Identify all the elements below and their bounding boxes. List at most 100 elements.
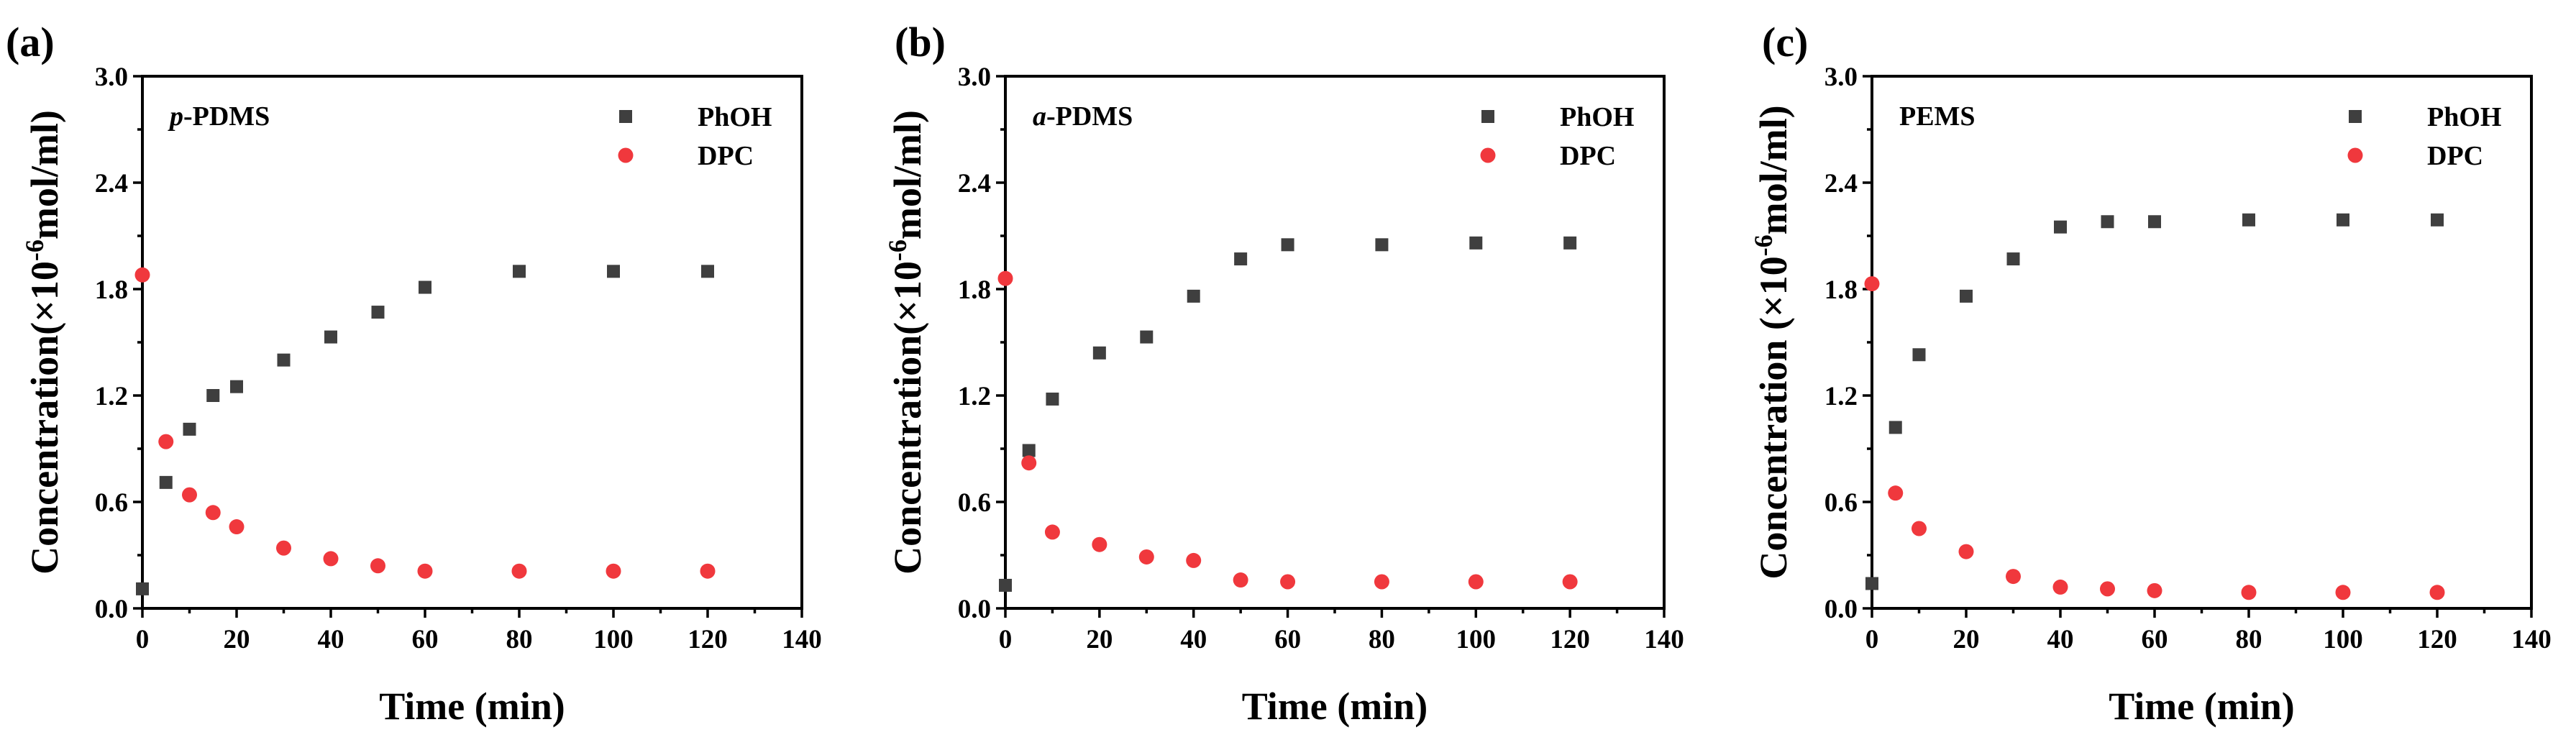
data-point-dpc xyxy=(1233,572,1248,588)
panel-label: (b) xyxy=(895,19,946,65)
data-point-phoh xyxy=(607,265,620,278)
sample-label-prefix: p xyxy=(168,101,183,132)
legend-label: PhOH xyxy=(698,102,772,132)
data-point-dpc xyxy=(1021,455,1037,471)
data-point-phoh xyxy=(1281,238,1294,252)
data-point-phoh xyxy=(1888,421,1902,434)
x-tick-label: 60 xyxy=(2142,625,2168,654)
sample-label: a-PDMS xyxy=(1033,101,1133,132)
legend-label: DPC xyxy=(698,141,754,171)
y-axis-title-exponent: -6 xyxy=(883,239,912,261)
y-axis-title-unit: mol/ml) xyxy=(886,110,929,239)
y-tick-label: 0.6 xyxy=(958,488,991,518)
x-tick-label: 80 xyxy=(2236,625,2262,654)
data-point-phoh xyxy=(2242,213,2255,227)
data-point-dpc xyxy=(1888,485,1904,501)
legend-marker-square xyxy=(619,110,632,123)
y-axis-title-exponent: -6 xyxy=(1749,234,1778,256)
x-tick-label: 20 xyxy=(224,625,250,654)
data-point-phoh xyxy=(277,353,291,367)
data-point-phoh xyxy=(206,389,220,402)
data-point-phoh xyxy=(1092,346,1106,360)
data-point-dpc xyxy=(370,558,385,574)
y-tick-label: 0.6 xyxy=(1824,488,1858,518)
y-tick-label: 1.8 xyxy=(95,275,128,305)
legend-marker-square xyxy=(1481,110,1494,123)
sample-label-name: -PDMS xyxy=(1046,101,1133,132)
legend-marker-circle xyxy=(2347,147,2363,163)
x-tick-label: 140 xyxy=(782,625,822,654)
data-point-phoh xyxy=(513,265,526,278)
data-point-dpc xyxy=(1374,574,1389,590)
chart-panel-b: (b) 0 20 40 60 80 100 120 140 0.0 0.6 1.2 1.8 2.4 3.0 T… xyxy=(883,19,1684,728)
data-point-dpc xyxy=(2052,579,2068,595)
series-phoh xyxy=(136,265,714,595)
data-point-phoh xyxy=(2101,215,2114,229)
series-phoh xyxy=(1865,213,2444,590)
x-tick-label: 60 xyxy=(412,625,439,654)
x-tick-label: 0 xyxy=(999,625,1013,654)
data-point-phoh xyxy=(1912,348,1926,362)
data-point-dpc xyxy=(2147,582,2162,598)
data-point-phoh xyxy=(1140,330,1154,344)
data-point-dpc xyxy=(2006,569,2021,585)
data-point-dpc xyxy=(323,551,339,567)
data-point-phoh xyxy=(2337,213,2349,227)
data-point-dpc xyxy=(700,563,716,579)
x-tick-label: 100 xyxy=(1456,625,1497,654)
data-point-phoh xyxy=(1234,252,1248,266)
x-tick-label: 120 xyxy=(2417,625,2457,654)
chart-panel-c: (c) 0 20 40 60 80 100 120 140 0.0 0.6 1.2 1.8 2.4 3.0 T… xyxy=(1749,19,2552,728)
y-tick-label: 1.2 xyxy=(1824,382,1858,411)
data-point-phoh xyxy=(1022,444,1036,457)
y-axis-title-unit: mol/ml) xyxy=(1752,105,1795,234)
x-tick-label: 20 xyxy=(1086,625,1113,654)
data-point-dpc xyxy=(1280,574,1296,590)
y-tick-label: 1.2 xyxy=(958,382,991,411)
data-point-dpc xyxy=(158,434,174,449)
x-tick-label: 100 xyxy=(593,625,634,654)
data-point-dpc xyxy=(1092,536,1107,552)
x-tick-label: 40 xyxy=(2047,625,2074,654)
y-tick-label: 3.0 xyxy=(1824,63,1858,92)
y-axis-title-main: Concentration (×10 xyxy=(1752,256,1795,579)
x-tick-label: 0 xyxy=(136,625,150,654)
data-point-phoh xyxy=(230,380,243,393)
y-tick-label: 0.0 xyxy=(95,595,128,624)
panel-label: (c) xyxy=(1762,19,1808,65)
x-tick-label: 40 xyxy=(318,625,344,654)
x-axis-title: Time (min) xyxy=(1242,685,1428,728)
y-axis-title-main: Concentration(×10 xyxy=(886,261,929,575)
series-dpc xyxy=(1864,276,2445,600)
data-point-dpc xyxy=(997,270,1013,286)
panel-label: (a) xyxy=(6,19,55,65)
data-point-dpc xyxy=(511,563,527,579)
legend-entry: PhOH xyxy=(2349,102,2501,132)
data-point-dpc xyxy=(417,563,433,579)
y-axis-title: Concentration (×10-6mol/ml) xyxy=(1749,105,1795,579)
data-point-phoh xyxy=(1563,236,1577,250)
x-tick-label: 0 xyxy=(1865,625,1879,654)
x-tick-label: 40 xyxy=(1180,625,1207,654)
legend-entry: PhOH xyxy=(1481,102,1634,132)
legend-label: DPC xyxy=(2427,141,2483,171)
legend-entry: DPC xyxy=(618,141,754,171)
y-tick-label: 2.4 xyxy=(95,169,128,198)
sample-label-prefix: a xyxy=(1033,101,1046,132)
data-point-dpc xyxy=(205,505,221,521)
data-point-dpc xyxy=(1958,544,1974,559)
sample-label: PEMS xyxy=(1899,101,1976,132)
data-point-phoh xyxy=(701,265,714,278)
data-point-dpc xyxy=(2241,585,2257,600)
data-point-phoh xyxy=(159,475,173,489)
data-point-dpc xyxy=(606,563,621,579)
y-tick-label: 3.0 xyxy=(958,63,991,92)
data-point-phoh xyxy=(371,306,385,319)
y-tick-label: 1.8 xyxy=(958,275,991,305)
data-point-phoh xyxy=(1046,392,1059,406)
data-point-dpc xyxy=(1468,574,1484,590)
x-tick-label: 20 xyxy=(1953,625,1980,654)
y-tick-label: 1.2 xyxy=(95,382,128,411)
data-point-phoh xyxy=(1960,289,1973,303)
data-point-phoh xyxy=(2148,215,2161,229)
